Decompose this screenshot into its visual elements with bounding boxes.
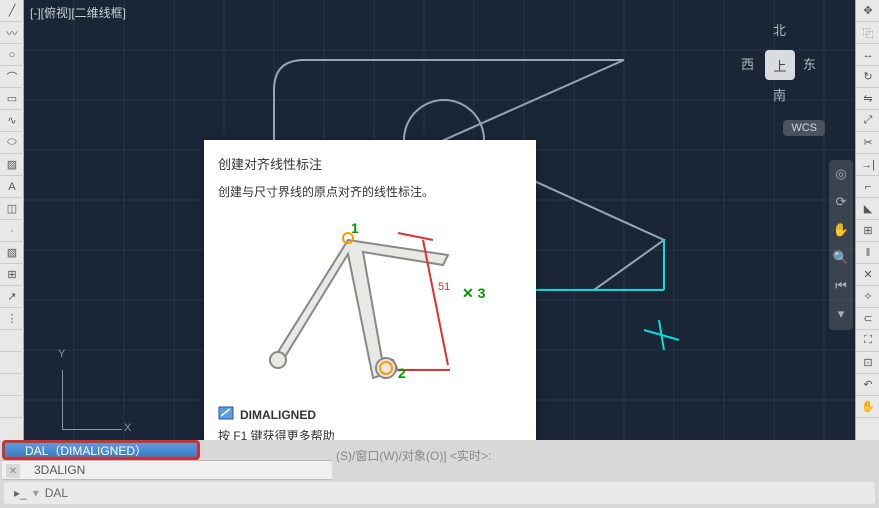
pick-point-1: 1 (351, 220, 359, 236)
spline-icon[interactable]: ∿ (0, 110, 24, 132)
spacer (0, 330, 24, 352)
scale-icon[interactable]: ⤢ (856, 110, 879, 132)
hatch-icon[interactable]: ▨ (0, 154, 24, 176)
spacer (0, 352, 24, 374)
navigation-bar: ◎ ⟳ ✋ 🔍 ⏮ ▾ (829, 160, 853, 330)
tooltip-description: 创建与尺寸界线的原点对齐的线性标注。 (218, 183, 522, 200)
rotate-icon[interactable]: ↻ (856, 66, 879, 88)
mirror-icon[interactable]: ⇋ (856, 88, 879, 110)
rewind-icon[interactable]: ⏮ (829, 272, 853, 300)
move-icon[interactable]: ✥ (856, 0, 879, 22)
view-cube-south[interactable]: 南 (773, 85, 786, 104)
orbit-icon[interactable]: ⟳ (829, 188, 853, 216)
region-icon[interactable]: ▧ (0, 242, 24, 264)
zoom-window-icon[interactable]: ⊡ (856, 352, 879, 374)
extend-icon[interactable]: →| (856, 154, 879, 176)
tooltip-preview: 51 1 2 ✕ 3 (218, 210, 522, 400)
text-icon[interactable]: A (0, 176, 24, 198)
compass-icon[interactable]: ◎ (829, 160, 853, 188)
viewport-label[interactable]: [-][俯视][二维线框] (30, 4, 126, 21)
menu-icon[interactable]: ▾ (829, 300, 853, 328)
offset-icon[interactable]: ‖ (856, 242, 879, 264)
pick-point-3: ✕ 3 (462, 285, 485, 302)
view-cube[interactable]: 上 北 南 西 东 (735, 20, 825, 110)
draw-toolbar: ╱ 〰 ○ ⌒ ▭ ∿ ⬭ ▨ A ◫ · ▧ ⊞ ↗ ⋮ (0, 0, 24, 440)
view-cube-top[interactable]: 上 (765, 50, 795, 80)
mleader-icon[interactable]: ↗ (0, 286, 24, 308)
trim-icon[interactable]: ✂ (856, 132, 879, 154)
stretch-icon[interactable]: ↔ (856, 44, 879, 66)
view-cube-west[interactable]: 西 (741, 54, 754, 73)
array-icon[interactable]: ⊞ (856, 220, 879, 242)
spacer (0, 374, 24, 396)
divide-icon[interactable]: ⋮ (0, 308, 24, 330)
zoom-extents-icon[interactable]: ⛶ (856, 330, 879, 352)
spacer (0, 396, 24, 418)
block-icon[interactable]: ◫ (0, 198, 24, 220)
rectangle-icon[interactable]: ▭ (0, 88, 24, 110)
ucs-x-label: X (124, 422, 131, 434)
fillet-icon[interactable]: ⌐ (856, 176, 879, 198)
table-icon[interactable]: ⊞ (0, 264, 24, 286)
pan-icon[interactable]: ✋ (856, 396, 879, 418)
command-input-text: DAL (45, 486, 68, 500)
ucs-y-axis (62, 370, 63, 430)
wcs-badge[interactable]: WCS (783, 120, 825, 136)
pick-point-2: 2 (398, 365, 406, 381)
arc-icon[interactable]: ⌒ (0, 66, 24, 88)
command-suggestion-alt[interactable]: 3DALIGN (2, 460, 332, 480)
point-icon[interactable]: · (0, 220, 24, 242)
svg-text:51: 51 (438, 281, 450, 293)
view-cube-north[interactable]: 北 (773, 20, 786, 39)
line-icon[interactable]: ╱ (0, 0, 24, 22)
zoom-nav-icon[interactable]: 🔍 (829, 244, 853, 272)
ellipse-icon[interactable]: ⬭ (0, 132, 24, 154)
modify-toolbar: ✥ ⿻ ↔ ↻ ⇋ ⤢ ✂ →| ⌐ ◣ ⊞ ‖ ✕ ✧ ⊂ ⛶ ⊡ ↶ ✋ (855, 0, 879, 440)
command-prompt-dash: ▾ (33, 486, 39, 500)
ucs-x-axis (62, 429, 122, 430)
copy-icon[interactable]: ⿻ (856, 22, 879, 44)
polyline-icon[interactable]: 〰 (0, 22, 24, 44)
view-cube-east[interactable]: 东 (803, 54, 816, 73)
tooltip-command-row: DIMALIGNED (218, 406, 522, 423)
pan-hand-icon[interactable]: ✋ (829, 216, 853, 244)
command-input[interactable]: ▸_ ▾ DAL (4, 482, 875, 504)
command-tooltip: 创建对齐线性标注 创建与尺寸界线的原点对齐的线性标注。 51 1 2 ✕ 3 (204, 140, 536, 460)
zoom-prev-icon[interactable]: ↶ (856, 374, 879, 396)
tooltip-title: 创建对齐线性标注 (218, 154, 522, 173)
erase-icon[interactable]: ✕ (856, 264, 879, 286)
chamfer-icon[interactable]: ◣ (856, 198, 879, 220)
dimaligned-icon (218, 406, 234, 423)
command-history-close-icon[interactable]: ✕ (6, 464, 20, 478)
circle-icon[interactable]: ○ (0, 44, 24, 66)
command-prompt-icon: ▸_ (14, 486, 27, 500)
command-status-text: (S)/窗口(W)/对象(O)] <实时>: (336, 447, 491, 464)
explode-icon[interactable]: ✧ (856, 286, 879, 308)
join-icon[interactable]: ⊂ (856, 308, 879, 330)
tooltip-command-name: DIMALIGNED (240, 408, 316, 422)
command-suggestion-highlighted[interactable]: DAL（DIMALIGNED） (2, 440, 200, 460)
ucs-y-label: Y (58, 348, 65, 360)
command-area: DAL（DIMALIGNED） 3DALIGN ✕ (S)/窗口(W)/对象(O… (0, 440, 879, 508)
